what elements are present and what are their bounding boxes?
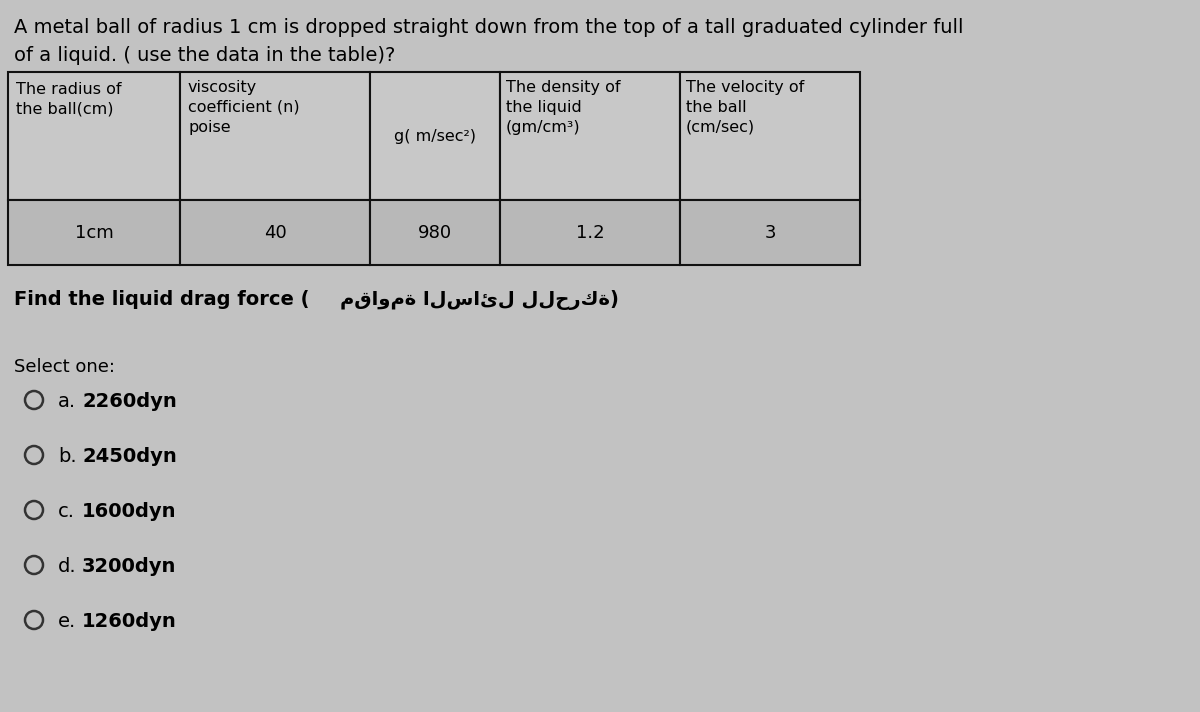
Bar (500, 72, 680, 200)
Text: coefficient (n): coefficient (n) (188, 100, 300, 115)
Text: (gm/cm³): (gm/cm³) (506, 120, 581, 135)
Text: 1.2: 1.2 (576, 224, 605, 241)
Text: e.: e. (58, 612, 77, 631)
Text: A metal ball of radius 1 cm is dropped straight down from the top of a tall grad: A metal ball of radius 1 cm is dropped s… (14, 18, 964, 37)
Text: g( m/sec²): g( m/sec²) (394, 128, 476, 144)
Text: 40: 40 (264, 224, 287, 241)
Bar (370, 72, 500, 200)
Text: Select one:: Select one: (14, 358, 115, 376)
Text: 1600dyn: 1600dyn (82, 502, 176, 521)
Text: (cm/sec): (cm/sec) (686, 120, 755, 135)
Text: 3: 3 (764, 224, 775, 241)
Text: The velocity of: The velocity of (686, 80, 804, 95)
Text: The radius of: The radius of (16, 82, 121, 97)
Text: d.: d. (58, 557, 77, 576)
Text: 3200dyn: 3200dyn (82, 557, 176, 576)
Bar (8, 200, 180, 265)
Text: 2450dyn: 2450dyn (82, 447, 176, 466)
Text: the ball: the ball (686, 100, 746, 115)
Text: 980: 980 (418, 224, 452, 241)
Text: 1cm: 1cm (74, 224, 113, 241)
Bar (8, 72, 180, 200)
Text: poise: poise (188, 120, 230, 135)
Text: The density of: The density of (506, 80, 620, 95)
Text: of a liquid. ( use the data in the table)?: of a liquid. ( use the data in the table… (14, 46, 395, 65)
Bar (370, 200, 500, 265)
Text: a.: a. (58, 392, 76, 411)
Text: c.: c. (58, 502, 74, 521)
Text: viscosity: viscosity (188, 80, 257, 95)
Text: the liquid: the liquid (506, 100, 582, 115)
Bar (500, 200, 680, 265)
Text: the ball(cm): the ball(cm) (16, 102, 114, 117)
Bar (680, 200, 860, 265)
Bar (180, 200, 370, 265)
Text: b.: b. (58, 447, 77, 466)
Text: 1260dyn: 1260dyn (82, 612, 176, 631)
Bar (680, 72, 860, 200)
Text: 2260dyn: 2260dyn (82, 392, 176, 411)
Text: Find the liquid drag force (: Find the liquid drag force ( (14, 290, 310, 309)
Text: مقاومة السائل للحركة): مقاومة السائل للحركة) (340, 290, 619, 310)
Bar (180, 72, 370, 200)
